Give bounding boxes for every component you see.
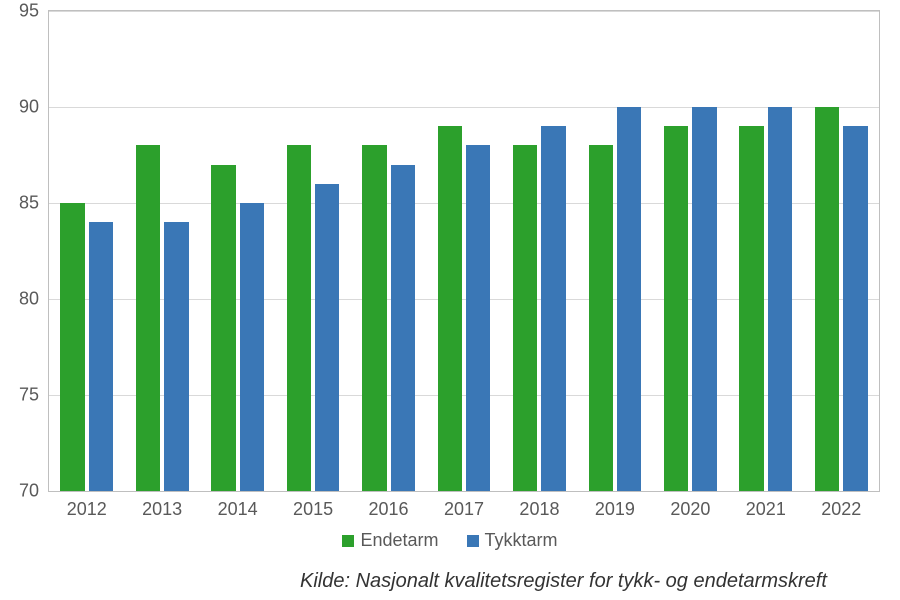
x-tick-label: 2018 bbox=[519, 491, 559, 520]
bar-tykktarm bbox=[391, 165, 415, 491]
y-tick-label: 75 bbox=[19, 385, 49, 406]
bar-tykktarm bbox=[240, 203, 264, 491]
y-tick-label: 95 bbox=[19, 1, 49, 22]
legend-item: Tykktarm bbox=[467, 530, 558, 551]
x-tick-label: 2014 bbox=[218, 491, 258, 520]
bar-endetarm bbox=[664, 126, 688, 491]
y-tick-label: 85 bbox=[19, 193, 49, 214]
bar-endetarm bbox=[438, 126, 462, 491]
bar-endetarm bbox=[287, 145, 311, 491]
legend-label: Endetarm bbox=[360, 530, 438, 551]
x-tick-label: 2019 bbox=[595, 491, 635, 520]
y-tick-label: 70 bbox=[19, 481, 49, 502]
bar-endetarm bbox=[211, 165, 235, 491]
legend-label: Tykktarm bbox=[485, 530, 558, 551]
x-tick-label: 2020 bbox=[670, 491, 710, 520]
bar-endetarm bbox=[136, 145, 160, 491]
y-tick-label: 90 bbox=[19, 97, 49, 118]
bar-endetarm bbox=[815, 107, 839, 491]
x-tick-label: 2015 bbox=[293, 491, 333, 520]
y-tick-label: 80 bbox=[19, 289, 49, 310]
bar-tykktarm bbox=[466, 145, 490, 491]
gridline bbox=[49, 11, 879, 12]
legend-swatch bbox=[467, 535, 479, 547]
bar-endetarm bbox=[513, 145, 537, 491]
bar-endetarm bbox=[60, 203, 84, 491]
legend: Endetarm Tykktarm bbox=[0, 530, 900, 551]
bar-endetarm bbox=[739, 126, 763, 491]
plot-area: 7075808590952012201320142015201620172018… bbox=[48, 10, 880, 492]
bar-tykktarm bbox=[89, 222, 113, 491]
bar-tykktarm bbox=[843, 126, 867, 491]
x-tick-label: 2012 bbox=[67, 491, 107, 520]
x-tick-label: 2021 bbox=[746, 491, 786, 520]
bar-tykktarm bbox=[617, 107, 641, 491]
x-tick-label: 2016 bbox=[369, 491, 409, 520]
bar-endetarm bbox=[589, 145, 613, 491]
x-tick-label: 2022 bbox=[821, 491, 861, 520]
source-citation: Kilde: Nasjonalt kvalitetsregister for t… bbox=[300, 570, 827, 593]
legend-item: Endetarm bbox=[342, 530, 438, 551]
legend-swatch bbox=[342, 535, 354, 547]
bar-tykktarm bbox=[315, 184, 339, 491]
x-tick-label: 2017 bbox=[444, 491, 484, 520]
bar-endetarm bbox=[362, 145, 386, 491]
bar-tykktarm bbox=[541, 126, 565, 491]
gridline bbox=[49, 107, 879, 108]
bar-tykktarm bbox=[768, 107, 792, 491]
x-tick-label: 2013 bbox=[142, 491, 182, 520]
chart-container: 70 75 80 85 90 95 2012 2013 2014 2015 2016 2017 2018… bbox=[0, 0, 900, 600]
bar-tykktarm bbox=[164, 222, 188, 491]
bar-tykktarm bbox=[692, 107, 716, 491]
